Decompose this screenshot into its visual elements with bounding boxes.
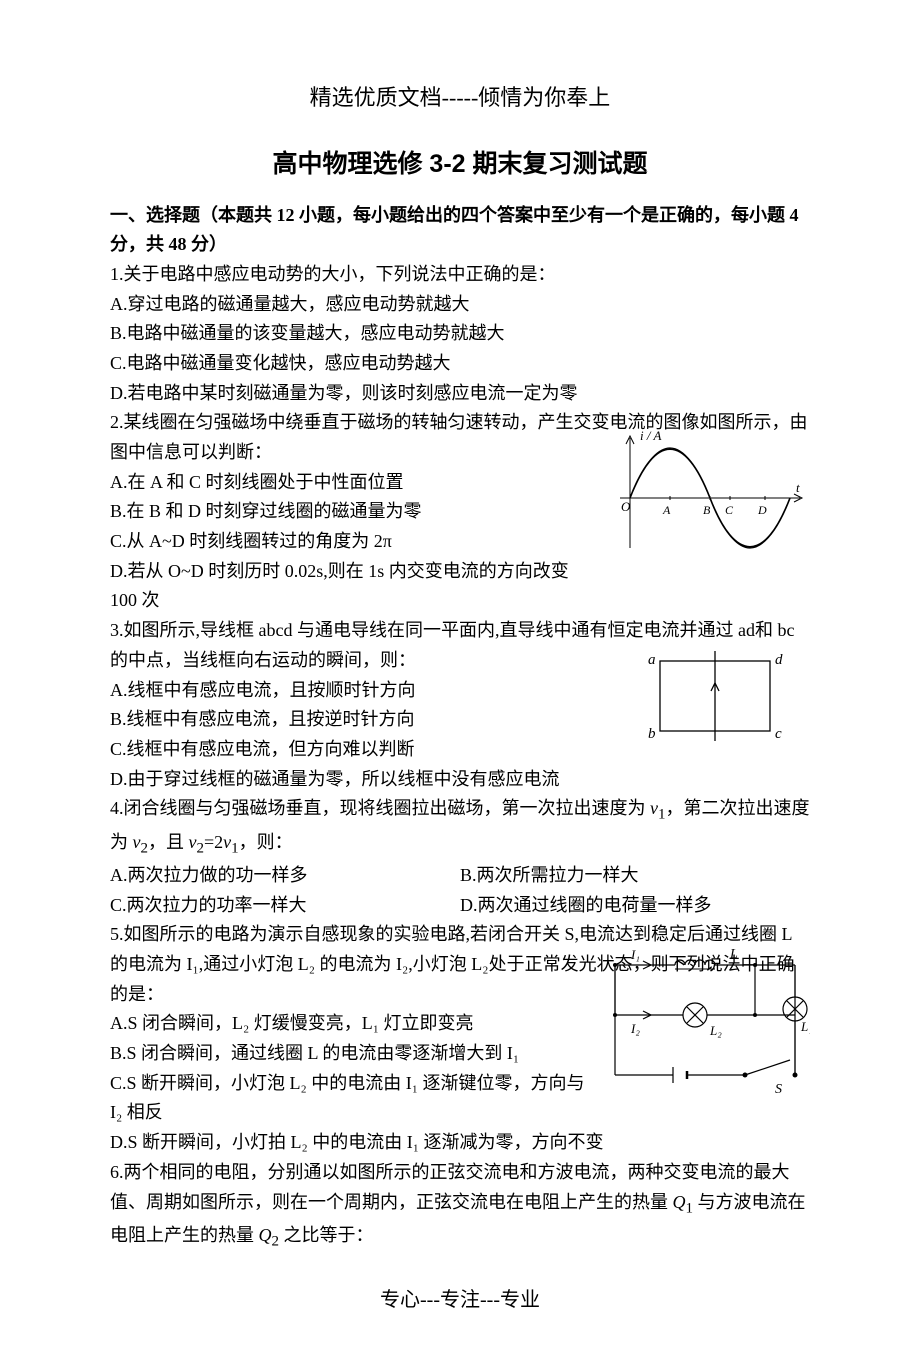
page-title: 高中物理选修 3-2 期末复习测试题	[110, 144, 810, 185]
question-3: 3.如图所示,导线框 abcd 与通电导线在同一平面内,直导线中通有恒定电流并通…	[110, 616, 810, 794]
q3-loop-figure: a d b c	[640, 646, 790, 746]
question-6: 6.两个相同的电阻，分别通以如图所示的正弦交流电和方波电流，两种交变电流的最大值…	[110, 1158, 810, 1254]
q4-opt-A: A.两次拉力做的功一样多	[110, 861, 460, 891]
q1-stem: 1.关于电路中感应电动势的大小，下列说法中正确的是：	[110, 260, 810, 290]
q6-s3: 之比等于：	[279, 1225, 374, 1245]
question-4: 4.闭合线圈与匀强磁场垂直，现将线圈拉出磁场，第一次拉出速度为 v1，第二次拉出…	[110, 794, 810, 920]
q4-eq: v	[189, 832, 197, 852]
q4-stem: 4.闭合线圈与匀强磁场垂直，现将线圈拉出磁场，第一次拉出速度为 v1，第二次拉出…	[110, 794, 810, 861]
fig3-c: c	[775, 726, 782, 742]
fig5-I2: I₂	[630, 1021, 640, 1036]
question-5: 5.如图所示的电路为演示自感现象的实验电路,若闭合开关 S,电流达到稳定后通过线…	[110, 920, 810, 1158]
fig2-A: A	[662, 503, 671, 517]
q3-opt-C: C.线框中有感应电流，但方向难以判断	[110, 735, 630, 765]
section-1-heading: 一、选择题（本题共 12 小题，每小题给出的四个答案中至少有一个是正确的，每小题…	[110, 201, 810, 260]
fig2-xlabel: t	[796, 480, 800, 495]
fig5-S: S	[775, 1082, 782, 1095]
q4-s3: ，且	[148, 832, 189, 852]
fig5-L1: L₁	[800, 1019, 810, 1034]
q3-opt-D: D.由于穿过线框的磁通量为零，所以线框中没有感应电流	[110, 765, 810, 795]
fig3-b: b	[648, 726, 656, 742]
fig5-L: L	[729, 947, 738, 962]
q1-opt-A: A.穿过电路的磁通量越大，感应电动势就越大	[110, 290, 810, 320]
q1-opt-D: D.若电路中某时刻磁通量为零，则该时刻感应电流一定为零	[110, 379, 810, 409]
q2-opt-B: B.在 B 和 D 时刻穿过线圈的磁通量为零	[110, 497, 600, 527]
fig2-B: B	[703, 503, 711, 517]
fig2-ylabel: i / A	[640, 428, 661, 443]
q2-opt-A: A.在 A 和 C 时刻线圈处于中性面位置	[110, 468, 600, 498]
q6-Q2: Q	[259, 1225, 272, 1245]
q5-opt-C: C.S 断开瞬间，小灯泡 L₂ 中的电流由 I₁ 逐渐键位零，方向与 I₂ 相反	[110, 1069, 590, 1128]
fig2-C: C	[725, 503, 734, 517]
fig3-a: a	[648, 652, 656, 668]
question-2: 2.某线圈在匀强磁场中绕垂直于磁场的转轴匀速转动，产生交变电流的图像如图所示，由…	[110, 408, 810, 616]
q5-opt-D: D.S 断开瞬间，小灯拍 L₂ 中的电流由 I₁ 逐渐减为零，方向不变	[110, 1128, 810, 1158]
q6-Q1: Q	[673, 1192, 686, 1212]
q5-opt-B: B.S 闭合瞬间，通过线圈 L 的电流由零逐渐增大到 I₁	[110, 1039, 590, 1069]
q6-sub1: 1	[686, 1200, 694, 1216]
q4-sub2: 2	[141, 840, 149, 856]
q2-opt-C: C.从 A~D 时刻线圈转过的角度为 2π	[110, 527, 600, 557]
q4-sub1: 1	[658, 807, 666, 823]
fig2-D: D	[757, 503, 767, 517]
q4-opt-C: C.两次拉力的功率一样大	[110, 891, 460, 921]
q2-opt-D: D.若从 O~D 时刻历时 0.02s,则在 1s 内交变电流的方向改变 100…	[110, 557, 600, 616]
fig5-L2: L₂	[709, 1023, 722, 1038]
q6-sub2: 2	[272, 1233, 280, 1249]
footer-line: 专心---专注---专业	[110, 1284, 810, 1317]
q3-opt-B: B.线框中有感应电流，且按逆时针方向	[110, 705, 630, 735]
q4-opt-D: D.两次通过线圈的电荷量一样多	[460, 891, 810, 921]
q3-opt-A: A.线框中有感应电流，且按顺时针方向	[110, 676, 630, 706]
q4-s4: ，则：	[239, 832, 293, 852]
q1-opt-B: B.电路中磁通量的该变量越大，感应电动势就越大	[110, 319, 810, 349]
q5-circuit-figure: S I₁ L I₂ L₂	[595, 945, 810, 1095]
q6-stem: 6.两个相同的电阻，分别通以如图所示的正弦交流电和方波电流，两种交变电流的最大值…	[110, 1158, 810, 1254]
question-1: 1.关于电路中感应电动势的大小，下列说法中正确的是： A.穿过电路的磁通量越大，…	[110, 260, 810, 408]
fig3-d: d	[775, 652, 783, 668]
q4-opt-B: B.两次所需拉力一样大	[460, 861, 810, 891]
q4-s1: 4.闭合线圈与匀强磁场垂直，现将线圈拉出磁场，第一次拉出速度为	[110, 798, 650, 818]
q1-opt-C: C.电路中磁通量变化越快，感应电动势越大	[110, 349, 810, 379]
q2-sine-figure: i / A t O A B C D	[610, 428, 810, 558]
q4-v2: v	[133, 832, 141, 852]
fig2-origin: O	[621, 499, 631, 514]
fig5-I1: I₁	[630, 947, 640, 962]
q5-opt-A: A.S 闭合瞬间，L₂ 灯缓慢变亮，L₁ 灯立即变亮	[110, 1009, 590, 1039]
q4-v1: v	[650, 798, 658, 818]
header-line: 精选优质文档-----倾情为你奉上	[110, 80, 810, 116]
